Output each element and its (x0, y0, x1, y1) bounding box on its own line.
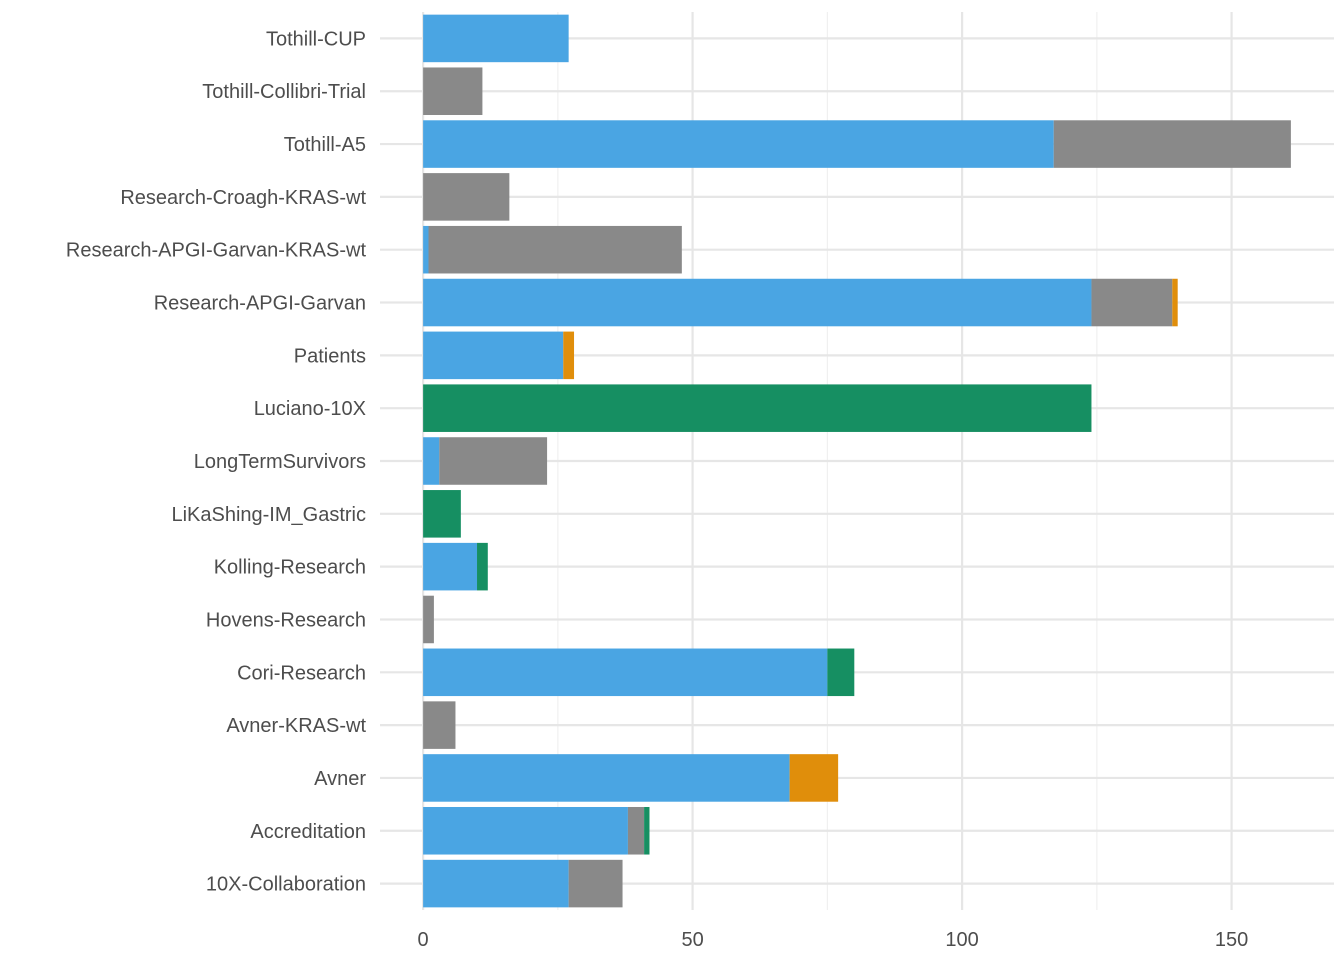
bar-segment (563, 331, 575, 380)
x-axis-tick-labels: 0 50 100 150 (418, 929, 1249, 951)
y-tick-label: Accreditation (250, 821, 366, 843)
bar-segment (423, 120, 1054, 168)
bar-segment (423, 806, 628, 855)
y-tick-label: Patients (294, 345, 366, 367)
bar-segment (423, 490, 461, 538)
bar-segment (423, 859, 569, 908)
bar-segment (423, 648, 828, 697)
bar-segment (423, 278, 1092, 327)
bar-segment (423, 437, 440, 485)
bar-segment (1053, 120, 1291, 168)
x-tick-label: 0 (418, 929, 429, 951)
y-tick-label: LongTermSurvivors (194, 451, 366, 473)
bar-segment (423, 701, 456, 749)
bar-segment (423, 595, 434, 644)
y-tick-label: Cori-Research (237, 662, 366, 684)
bar-segment (423, 384, 1092, 432)
bar-segment (439, 437, 548, 485)
bar-segment (428, 225, 682, 274)
x-tick-label: 150 (1215, 929, 1248, 951)
bar-segment (827, 648, 855, 697)
y-axis-tick-labels: Tothill-CUP Tothill-Collibri-Trial Tothill… (66, 28, 367, 895)
bar-segment (423, 542, 478, 591)
y-tick-label: Research-Croagh-KRAS-wt (120, 187, 366, 209)
x-tick-label: 100 (945, 929, 978, 951)
y-tick-label: Luciano-10X (254, 398, 366, 420)
bar-segment (423, 14, 569, 63)
y-tick-label: Tothill-CUP (266, 28, 366, 50)
y-tick-label: Tothill-A5 (284, 134, 366, 156)
bar-segment (568, 859, 623, 908)
bar-segment (423, 67, 483, 116)
y-tick-label: Research-APGI-Garvan (154, 293, 366, 315)
bars (423, 14, 1291, 908)
x-tick-label: 50 (681, 929, 703, 951)
y-tick-label: Avner (314, 768, 366, 790)
y-tick-label: Tothill-Collibri-Trial (202, 81, 366, 103)
y-tick-label: LiKaShing-IM_Gastric (171, 504, 366, 526)
y-tick-label: Kolling-Research (214, 557, 366, 579)
bar-segment (423, 331, 564, 380)
bar-segment (1172, 278, 1178, 327)
bar-segment (1091, 278, 1173, 327)
y-tick-label: 10X-Collaboration (206, 874, 366, 896)
y-tick-label: Hovens-Research (206, 609, 366, 631)
bar-segment (423, 173, 510, 221)
bar-segment (477, 542, 488, 591)
bar-segment (627, 806, 645, 855)
bar-segment (644, 806, 650, 855)
y-tick-label: Research-APGI-Garvan-KRAS-wt (66, 240, 367, 262)
bar-segment (423, 225, 429, 274)
y-tick-label: Avner-KRAS-wt (226, 715, 366, 737)
bar-segment (423, 754, 790, 802)
bar-segment (789, 754, 839, 802)
